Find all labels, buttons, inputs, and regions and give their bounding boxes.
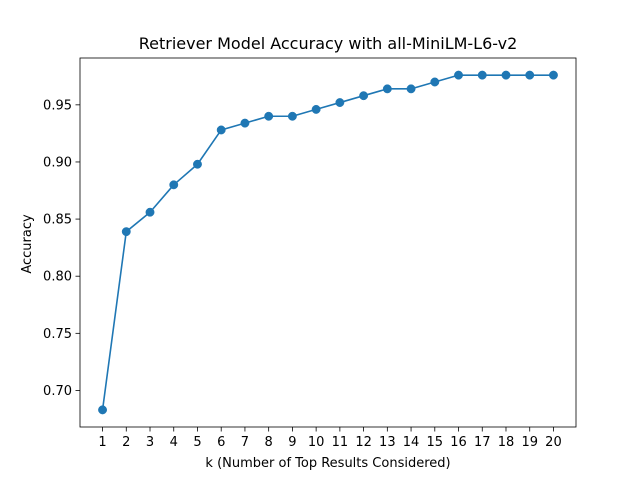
data-point (121, 227, 131, 237)
x-tick-label: 15 (427, 435, 444, 450)
x-tick-label: 19 (521, 435, 538, 450)
x-tick-label: 7 (241, 435, 249, 450)
y-tick-label: 0.70 (43, 384, 72, 399)
data-point (145, 207, 155, 217)
data-point (525, 70, 535, 80)
data-point (359, 91, 369, 101)
x-tick-label: 12 (355, 435, 372, 450)
y-tick-label: 0.95 (43, 98, 72, 113)
x-tick-label: 17 (474, 435, 491, 450)
plot-area: 1 2 3 4 5 6 7 8 9 10 11 12 13 14 15 16 17 18 19 200.700.750… (43, 57, 577, 450)
x-tick-label: 2 (122, 435, 130, 450)
y-tick-label: 0.80 (43, 270, 72, 285)
y-tick-label: 0.90 (43, 155, 72, 170)
data-point (501, 70, 511, 80)
data-point (216, 125, 226, 135)
x-tick-label: 20 (545, 435, 562, 450)
data-point (454, 70, 463, 80)
y-tick-label: 0.75 (43, 327, 72, 342)
data-point (169, 180, 179, 190)
x-tick-label: 13 (379, 435, 396, 450)
x-tick-label: 1 (98, 435, 106, 450)
x-tick-label: 8 (265, 435, 273, 450)
data-point (430, 77, 440, 87)
data-point (193, 159, 202, 169)
x-tick-label: 4 (170, 435, 178, 450)
x-tick-label: 16 (450, 435, 467, 450)
data-point (335, 98, 345, 108)
data-point (98, 405, 107, 415)
x-tick-label: 14 (403, 435, 420, 450)
x-tick-label: 18 (498, 435, 515, 450)
chart-title: Retriever Model Accuracy with all-MiniLM… (139, 34, 518, 53)
data-point (549, 70, 558, 80)
x-tick-label: 3 (146, 435, 154, 450)
x-tick-label: 6 (217, 435, 225, 450)
y-axis-label: Accuracy (20, 214, 35, 274)
x-axis-label: k (Number of Top Results Considered) (205, 456, 450, 471)
data-point (264, 111, 274, 121)
x-tick-label: 11 (332, 435, 349, 450)
data-point (287, 111, 297, 121)
data-point (477, 70, 487, 80)
data-point (382, 84, 392, 94)
x-tick-label: 10 (308, 435, 325, 450)
y-tick-label: 0.85 (43, 213, 72, 228)
plot-frame (79, 57, 577, 428)
x-tick-label: 5 (193, 435, 201, 450)
data-point (406, 84, 416, 94)
x-tick-label: 9 (288, 435, 296, 450)
data-point (240, 118, 250, 128)
data-point (311, 104, 321, 114)
